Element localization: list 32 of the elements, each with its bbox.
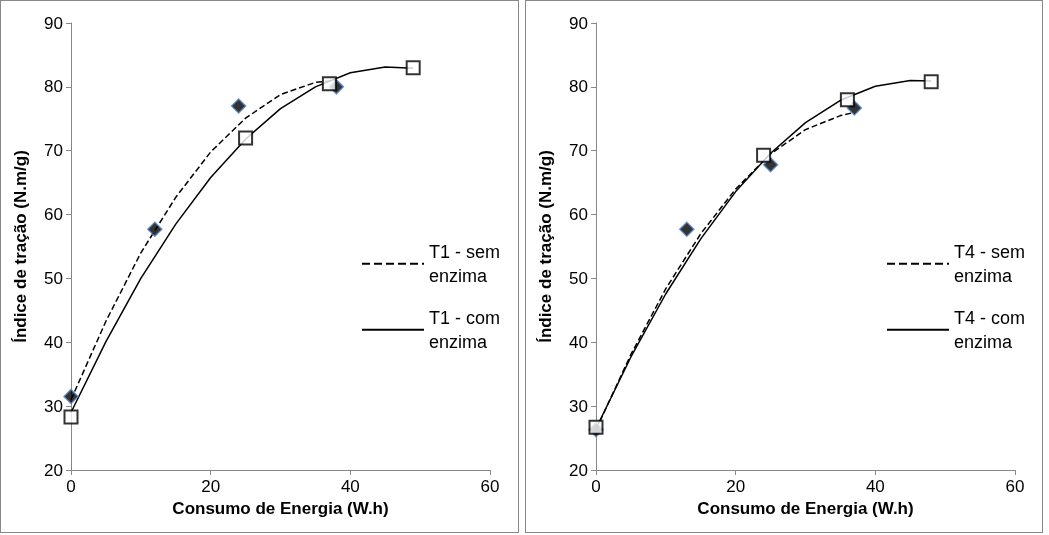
legend-label: T4 - sem enzima [953, 241, 1030, 286]
x-tick-label: 40 [340, 477, 360, 496]
x-tick-label: 60 [1005, 477, 1024, 496]
y-tick-label: 90 [568, 13, 588, 33]
y-tick-label: 90 [44, 13, 63, 33]
x-tick-label: 60 [480, 477, 500, 496]
x-axis-title: Consumo de Energia (W.h) [172, 498, 389, 518]
y-tick-label: 30 [44, 396, 63, 416]
y-tick-label: 30 [568, 396, 588, 416]
legend-label: T4 - com enzima [953, 307, 1030, 352]
x-tick-label: 0 [66, 477, 76, 496]
y-axis-title: Índice de tração (N.m/g) [535, 150, 555, 343]
x-tick-label: 40 [865, 477, 885, 496]
y-tick-label: 70 [44, 141, 63, 161]
legend-label: T1 - sem enzima [429, 241, 506, 286]
y-tick-label: 20 [568, 460, 588, 480]
x-tick-label: 20 [725, 477, 745, 496]
legend-label: T1 - com enzima [429, 307, 506, 352]
y-tick-label: 80 [568, 77, 588, 97]
y-tick-label: 50 [568, 268, 588, 288]
y-tick-label: 60 [568, 205, 588, 225]
y-tick-label: 20 [44, 460, 63, 480]
y-tick-label: 60 [44, 205, 63, 225]
x-axis-title: Consumo de Energia (W.h) [696, 498, 914, 518]
y-tick-label: 80 [44, 77, 63, 97]
y-tick-label: 40 [44, 332, 63, 352]
y-tick-label: 70 [568, 141, 588, 161]
x-tick-label: 20 [201, 477, 221, 496]
y-axis-title: Índice de tração (N.m/g) [11, 150, 30, 343]
y-tick-label: 40 [568, 332, 588, 352]
x-tick-label: 0 [590, 477, 601, 496]
y-tick-label: 50 [44, 268, 63, 288]
